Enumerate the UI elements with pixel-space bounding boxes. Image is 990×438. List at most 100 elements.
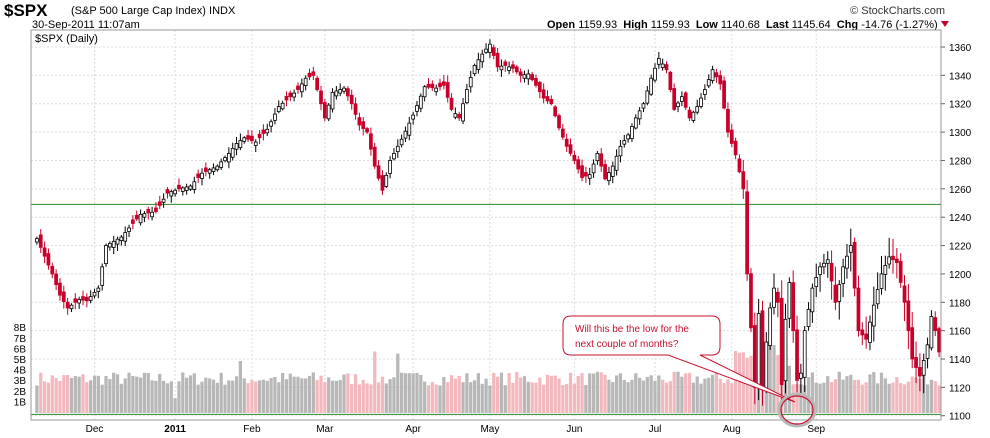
candle-25 [131,215,135,230]
volume-bar-209 [837,371,841,413]
brand-logo: © StockCharts.com [850,5,945,17]
volume-bar-92 [388,379,392,413]
volume-bar-199 [799,384,803,413]
volume-bar-152 [618,373,623,413]
candle-134 [549,95,554,106]
volume-bar-156 [634,373,638,413]
candle-45 [207,167,212,179]
low-value: 1140.68 [720,19,760,31]
candle-39 [184,183,189,195]
volume-tick-label-4: 5B [14,355,27,366]
volume-bar-230 [918,378,922,413]
candle-180 [726,102,730,138]
volume-bar-26 [135,376,139,413]
callout-text-line2: next couple of months? [575,339,679,350]
volume-bar-114 [472,380,477,413]
volume-bar-23 [123,378,127,413]
volume-bar-94 [396,353,400,413]
volume-bar-146 [595,371,600,413]
candle-79 [338,83,343,97]
candle-220 [879,256,884,295]
callout-bubble [562,315,796,403]
candle-50 [227,147,231,169]
candle-186 [749,268,753,333]
candle-51 [230,142,235,161]
x-tick-label-0: Dec [86,424,104,435]
candle-152 [618,139,623,163]
candle-147 [599,148,604,172]
volume-bar-98 [411,373,415,413]
candle-10 [73,293,78,310]
candle-153 [622,134,627,148]
volume-bar-29 [146,372,150,413]
candle-192 [772,273,776,315]
volume-bar-177 [714,372,719,413]
volume-bar-149 [607,379,611,413]
volume-bar-46 [211,379,216,413]
volume-bar-118 [488,385,492,413]
candle-133 [545,90,550,104]
candle-155 [630,123,634,143]
candle-228 [910,311,915,369]
candle-136 [557,113,561,131]
volume-bar-127 [522,376,527,413]
volume-bar-113 [469,382,473,413]
volume-bar-39 [185,377,189,413]
candle-131 [537,80,542,99]
volume-bar-25 [131,375,135,413]
candlesticks [35,39,941,406]
candle-176 [710,65,715,84]
candle-231 [921,353,926,394]
volume-bar-86 [365,383,369,413]
volume-bar-100 [419,374,423,413]
candle-122 [503,59,508,72]
volume-bar-123 [507,373,511,413]
volume-bar-178 [718,378,722,413]
volume-tick-label-2: 3B [14,376,27,387]
candle-31 [154,201,158,214]
volume-bar-176 [710,374,715,413]
candle-172 [695,99,700,115]
candle-166 [672,83,677,112]
candle-193 [775,287,780,318]
candle-144 [587,167,592,185]
volume-bar-91 [384,383,388,413]
volume-bar-107 [446,382,450,413]
candle-161 [653,63,657,83]
volume-bar-82 [350,383,354,413]
candle-29 [146,206,151,220]
y-tick-label-5: 1200 [949,270,972,281]
candle-149 [607,166,611,186]
volume-bar-181 [730,383,734,413]
candle-117 [484,43,488,54]
volume-bar-173 [699,383,703,413]
volume-tick-label-0: 1B [14,397,27,408]
candle-27 [138,209,143,226]
volume-bar-22 [119,383,123,413]
candle-124 [511,60,515,73]
volume-bar-44 [204,377,208,413]
candle-111 [461,98,465,125]
candle-230 [918,353,922,392]
y-tick-label-2: 1140 [949,355,971,366]
volume-bar-8 [66,375,70,413]
volume-bar-175 [707,377,711,413]
candle-205 [822,253,826,275]
volume-bar-16 [96,375,100,413]
volume-bar-47 [215,382,219,413]
volume-bar-171 [691,382,695,413]
candle-118 [488,39,492,59]
candle-224 [894,247,899,279]
volume-bar-212 [849,374,853,413]
volume-bar-218 [872,372,876,413]
candle-218 [871,286,876,342]
candle-209 [837,280,842,320]
volume-bar-219 [876,383,880,413]
volume-bar-63 [277,382,281,413]
volume-bar-208 [833,379,838,413]
highlight-ring-outer [777,392,817,428]
volume-bar-85 [361,379,365,413]
volume-bar-38 [181,372,185,413]
volume-bar-215 [860,384,864,413]
